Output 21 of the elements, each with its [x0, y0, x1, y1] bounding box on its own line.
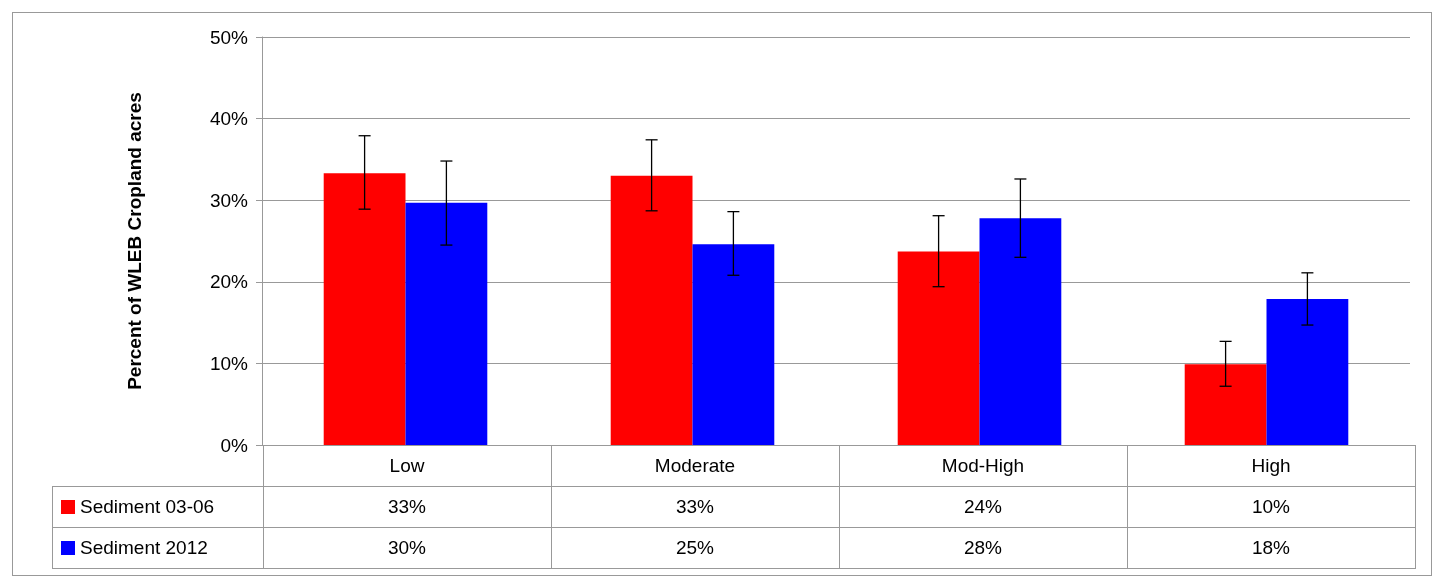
data-label: 18%: [1127, 527, 1415, 569]
x-tick-label: Low: [263, 445, 551, 487]
y-tick-label: 0%: [220, 434, 249, 456]
y-tick-label: 50%: [209, 26, 249, 48]
data-label: 33%: [263, 486, 551, 528]
x-tick-label: Mod-High: [839, 445, 1127, 487]
x-tick-label: Moderate: [551, 445, 839, 487]
y-tick-label: 10%: [209, 352, 249, 374]
data-label: 24%: [839, 486, 1127, 528]
data-label: 25%: [551, 527, 839, 569]
x-tick-label: High: [1127, 445, 1415, 487]
legend-label: Sediment 2012: [52, 527, 263, 569]
data-label: 30%: [263, 527, 551, 569]
y-axis-title: Percent of WLEB Cropland acres: [124, 92, 145, 390]
legend-label: Sediment 03-06: [52, 486, 263, 528]
data-label: 33%: [551, 486, 839, 528]
data-label: 28%: [839, 527, 1127, 569]
y-tick-label: 30%: [209, 189, 249, 211]
data-label: 10%: [1127, 486, 1415, 528]
y-tick-label: 20%: [209, 271, 249, 293]
y-tick-label: 40%: [209, 108, 249, 130]
